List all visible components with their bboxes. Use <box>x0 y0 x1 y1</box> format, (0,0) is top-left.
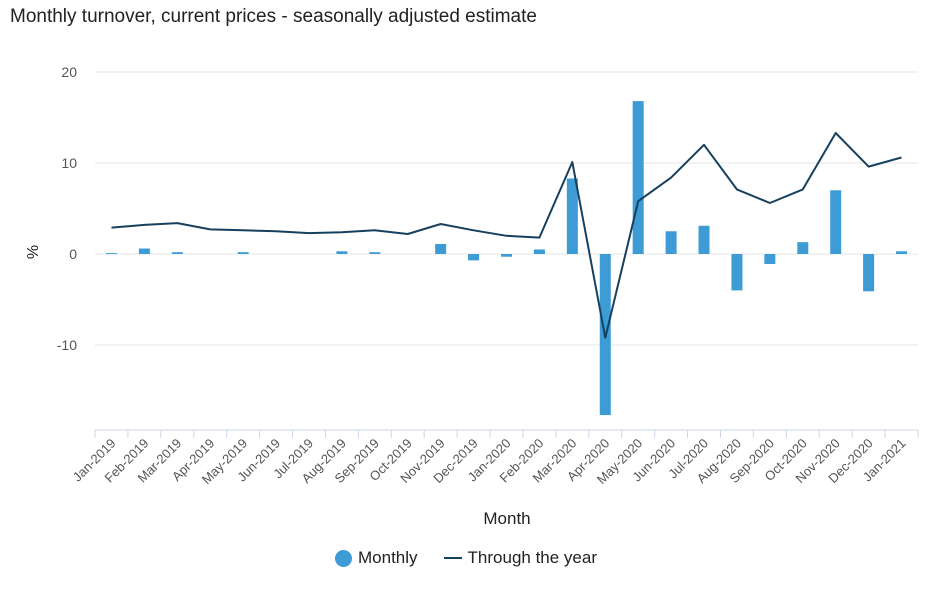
bar <box>336 251 348 254</box>
y-tick-label: 0 <box>69 246 77 262</box>
bar <box>138 248 150 254</box>
line-series-through-the-year <box>111 132 902 339</box>
bar <box>237 252 249 254</box>
legend-label-through-the-year: Through the year <box>467 548 597 567</box>
legend-item-through-the-year[interactable]: Through the year <box>443 548 597 568</box>
legend-item-monthly[interactable]: Monthly <box>335 548 418 568</box>
legend: Monthly Through the year <box>0 548 932 568</box>
series-line <box>111 132 902 339</box>
legend-label-monthly: Monthly <box>358 548 418 567</box>
legend-marker-monthly <box>335 549 352 567</box>
bar <box>797 242 809 254</box>
legend-marker-through-the-year <box>443 557 462 559</box>
y-tick-label: 10 <box>61 155 77 171</box>
bar <box>369 252 381 254</box>
bar <box>896 251 908 254</box>
y-axis-ticks: 20 10 0 -10 <box>57 64 77 353</box>
x-axis <box>94 429 919 438</box>
bar <box>830 190 842 254</box>
bar <box>731 254 743 291</box>
bar-series-monthly <box>105 101 908 416</box>
bar <box>566 178 578 254</box>
bar <box>468 254 480 261</box>
bar <box>632 101 644 255</box>
grid-lines <box>95 71 918 346</box>
bar <box>665 231 677 254</box>
y-tick-label: -10 <box>57 337 77 353</box>
bar <box>764 254 776 265</box>
bar <box>863 254 875 292</box>
bar <box>501 254 512 257</box>
bar <box>533 249 545 254</box>
x-axis-ticks: Jan-2019Feb-2019Mar-2019Apr-2019May-2019… <box>70 436 909 487</box>
bar <box>171 252 183 254</box>
x-axis-label: Month <box>483 509 530 528</box>
bar <box>105 253 117 254</box>
bar <box>435 243 447 254</box>
bar <box>698 225 710 254</box>
y-tick-label: 20 <box>61 64 77 80</box>
chart-title: Monthly turnover, current prices - seaso… <box>10 6 537 27</box>
y-axis-label: % <box>25 245 42 259</box>
